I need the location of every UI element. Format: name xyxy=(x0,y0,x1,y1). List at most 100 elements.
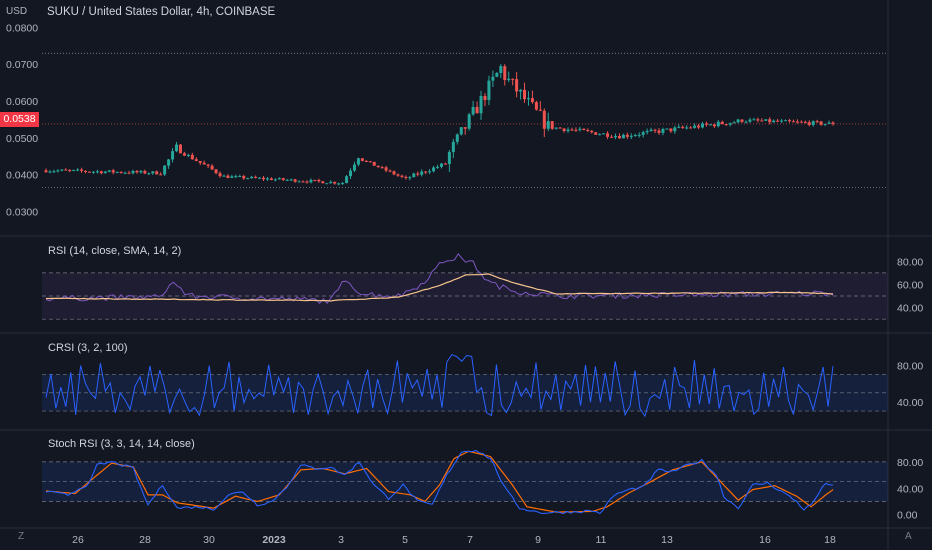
candle-body xyxy=(182,153,186,156)
candle-body xyxy=(776,120,780,122)
candle-body xyxy=(657,130,661,133)
candle-body xyxy=(617,135,621,139)
candle-body xyxy=(48,171,52,173)
candle-body xyxy=(704,123,708,125)
candle-body xyxy=(238,176,242,178)
candle-body xyxy=(740,119,744,122)
price-tick-label: 0.0300 xyxy=(6,207,38,219)
time-tick-label: 7 xyxy=(467,534,473,546)
candle-body xyxy=(297,181,301,183)
candle-body xyxy=(262,177,266,180)
time-tick-label: 13 xyxy=(661,534,673,546)
candle-body xyxy=(210,165,214,170)
candle-body xyxy=(72,169,76,171)
candle-body xyxy=(139,170,143,173)
candle-body xyxy=(194,159,198,161)
rsi-line xyxy=(45,253,834,304)
candle-body xyxy=(226,175,230,178)
candle-body xyxy=(436,166,440,168)
corner-left-icon[interactable]: Z xyxy=(18,531,25,542)
candle-body xyxy=(681,126,685,128)
candle-body xyxy=(277,178,281,180)
candle-body xyxy=(570,129,574,131)
candle-body xyxy=(582,128,586,131)
candle-body xyxy=(736,119,740,123)
candle-body xyxy=(246,178,250,180)
candle-body xyxy=(242,176,246,179)
candle-body xyxy=(720,121,724,125)
candle-body xyxy=(685,127,689,129)
candle-body xyxy=(56,170,60,172)
candle-body xyxy=(115,171,119,173)
candle-body xyxy=(368,161,372,163)
candle-body xyxy=(364,160,368,162)
candle-body xyxy=(325,183,329,185)
candle-body xyxy=(60,169,64,171)
candle-body xyxy=(610,136,614,138)
candle-body xyxy=(653,129,657,131)
time-tick-label: 9 xyxy=(535,534,541,546)
candle-body xyxy=(594,132,598,135)
candle-body xyxy=(214,169,218,174)
candle-body xyxy=(661,129,665,133)
candle-body xyxy=(76,169,80,171)
rsi-ma-line xyxy=(46,273,834,302)
candle-body xyxy=(404,176,408,178)
candle-body xyxy=(538,109,542,111)
candle-body xyxy=(550,121,554,129)
candle-body xyxy=(606,133,610,137)
price-tick-label: 0.0800 xyxy=(6,22,38,34)
candle-body xyxy=(799,121,803,123)
candle-body xyxy=(424,171,428,173)
candle-body xyxy=(499,66,503,73)
price-tick-label: 0.0600 xyxy=(6,96,38,108)
candle-body xyxy=(230,176,234,178)
candle-body xyxy=(784,120,788,122)
candle-body xyxy=(677,126,681,128)
candle-body xyxy=(732,122,736,124)
candle-body xyxy=(598,134,602,136)
candle-body xyxy=(384,167,388,171)
candle-body xyxy=(700,123,704,128)
candle-body xyxy=(471,107,475,115)
candle-body xyxy=(416,173,420,175)
candle-body xyxy=(546,121,550,129)
indicator-tick-label: 40.00 xyxy=(897,303,923,315)
last-price-tag: 0.0538 xyxy=(0,112,39,127)
auto-scale-icon[interactable]: A xyxy=(905,531,912,542)
candle-body xyxy=(697,125,701,128)
candle-body xyxy=(795,121,799,123)
candle-body xyxy=(586,130,590,132)
indicator-tick-label: 0.00 xyxy=(897,510,918,522)
candle-body xyxy=(337,183,341,185)
candle-body xyxy=(317,179,321,182)
candle-body xyxy=(408,177,412,179)
price-tick-label: 0.0500 xyxy=(6,133,38,145)
candle-body xyxy=(716,121,720,127)
candle-body xyxy=(250,176,254,179)
time-tick-label: 26 xyxy=(72,534,84,546)
candle-body xyxy=(503,66,507,81)
candle-body xyxy=(52,171,56,173)
candle-body xyxy=(673,127,677,132)
candle-body xyxy=(84,170,88,172)
candle-body xyxy=(159,174,163,176)
time-tick-label: 5 xyxy=(402,534,408,546)
candle-body xyxy=(578,128,582,130)
candle-body xyxy=(155,171,159,175)
candle-body xyxy=(744,121,748,123)
candle-body xyxy=(641,132,645,135)
time-tick-label: 2023 xyxy=(262,534,286,546)
candle-body xyxy=(669,128,673,132)
candle-body xyxy=(289,179,293,181)
candle-body xyxy=(748,119,752,122)
candle-body xyxy=(780,120,784,122)
candle-body xyxy=(349,170,353,177)
candle-body xyxy=(281,178,285,180)
candle-body xyxy=(321,181,325,184)
candle-body xyxy=(428,171,432,173)
candle-body xyxy=(475,107,479,114)
candle-body xyxy=(388,170,392,172)
candle-body xyxy=(637,134,641,136)
